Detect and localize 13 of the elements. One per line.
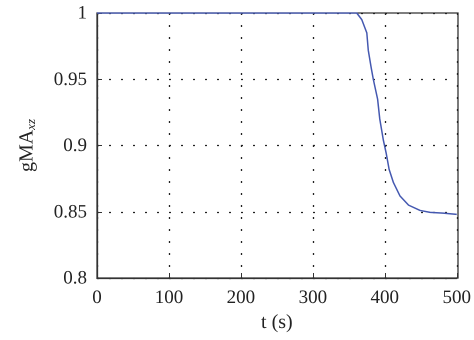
y-tick-label: 0.9 [63,135,87,156]
y-tick-label: 0.8 [63,268,87,288]
x-axis-title: t (s) [261,310,293,333]
y-tick-label: 0.85 [54,201,87,222]
x-tick-label: 500 [442,287,471,308]
y-axis-title: gMAxz [16,118,38,172]
x-tick-label: 0 [92,287,102,308]
x-tick-label: 300 [298,287,328,308]
y-tick-label: 1 [78,2,87,24]
x-tick-label: 100 [154,287,184,308]
x-tick-label: 400 [370,287,400,308]
y-tick-label: 0.95 [54,68,87,90]
x-tick-label: 200 [226,287,256,308]
